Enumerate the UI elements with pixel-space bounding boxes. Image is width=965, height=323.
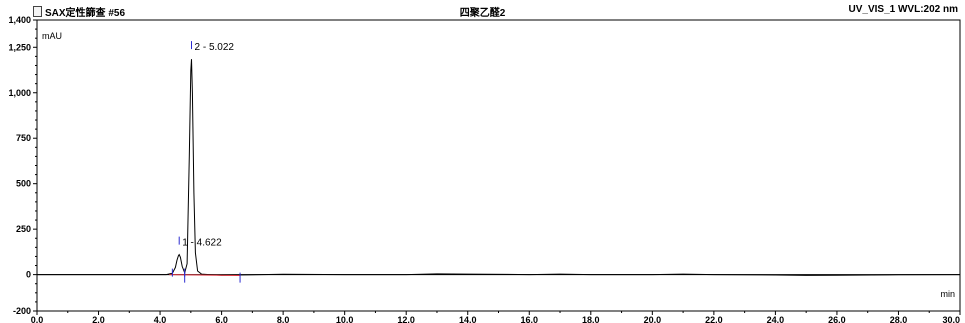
y-axis: -200 0 250 500 750 1,000 1,250 1,400 [8,15,37,316]
series-line-uv-vis-1 [37,59,961,276]
y-tick-label: 750 [16,133,31,143]
x-tick-label: 24.0 [767,315,785,323]
y-tick-label: 1,400 [8,15,31,25]
x-tick-label: 12.0 [397,315,415,323]
x-axis: 0.0 2.0 4.0 6.0 8.0 10.0 12.0 14.0 16.0 18.0 20.0 2… [31,311,961,323]
peak-markers: 1 - 4.622 2 - 5.022 [171,41,241,283]
sample-title: SAX定性篩查 #56 [33,4,125,19]
y-tick-label: 1,250 [8,42,31,52]
x-tick-label: 28.0 [890,315,908,323]
peak-label: 2 - 5.022 [195,42,235,53]
integration-baseline [169,274,241,277]
x-tick-label: 2.0 [92,315,105,323]
chart-title: 四聚乙醛2 [459,8,506,19]
y-tick-label: 0 [26,270,31,280]
x-tick-label: 20.0 [644,315,662,323]
x-tick-label: 0.0 [31,315,44,323]
document-icon [33,6,42,17]
peak-label: 1 - 4.622 [182,238,222,249]
channel-label: UV_VIS_1 WVL:202 nm [848,4,958,15]
x-tick-label: 18.0 [582,315,600,323]
y-tick-label: 1,000 [8,88,31,98]
x-tick-label: 10.0 [336,315,354,323]
y-tick-label: -200 [13,306,31,316]
x-tick-label: 30.0 [942,315,960,323]
x-tick-label: 8.0 [277,315,290,323]
y-tick-label: 500 [16,179,31,189]
sample-title-text: SAX定性篩查 #56 [45,8,126,19]
x-tick-label: 22.0 [705,315,723,323]
x-axis-unit: min [940,289,955,299]
y-tick-label: 250 [16,224,31,234]
x-tick-label: 16.0 [521,315,539,323]
x-tick-label: 26.0 [828,315,846,323]
y-axis-unit: mAU [42,31,62,41]
x-tick-label: 6.0 [215,315,228,323]
x-tick-label: 14.0 [459,315,477,323]
x-tick-label: 4.0 [154,315,167,323]
